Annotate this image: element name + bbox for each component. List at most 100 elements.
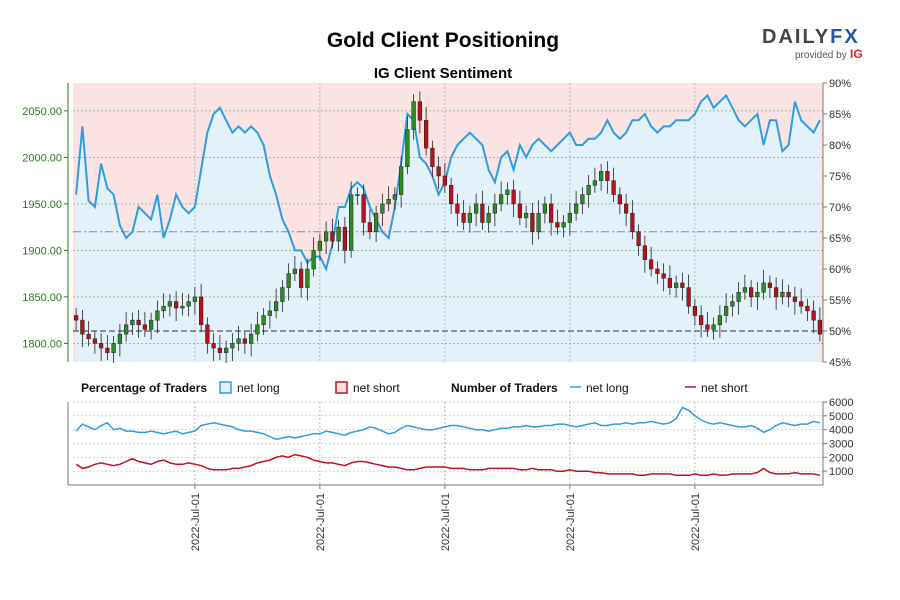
candle-up bbox=[580, 194, 585, 205]
sentiment-tick-label: 85% bbox=[829, 109, 851, 121]
candle-up bbox=[292, 268, 297, 274]
candle-down bbox=[686, 287, 691, 307]
candle-down bbox=[199, 296, 204, 326]
date-tick-label: 2022-Jul-01 bbox=[565, 493, 577, 551]
sentiment-tick-label: 75% bbox=[829, 171, 851, 183]
candle-up bbox=[192, 296, 197, 302]
candle-down bbox=[217, 347, 222, 353]
candle-down bbox=[530, 212, 535, 233]
legend-num-long-label: net long bbox=[586, 381, 629, 395]
traders-tick-label: 5000 bbox=[829, 411, 853, 423]
candle-down bbox=[74, 315, 79, 321]
candle-down bbox=[342, 226, 347, 251]
candle-up bbox=[230, 343, 235, 349]
candle-down bbox=[480, 203, 485, 223]
candle-down bbox=[774, 287, 779, 298]
candle-up bbox=[274, 301, 279, 312]
candle-down bbox=[205, 324, 210, 344]
traders-tick-label: 6000 bbox=[829, 397, 853, 409]
candle-up bbox=[780, 292, 785, 298]
candle-up bbox=[524, 212, 529, 219]
pct-long-line bbox=[75, 93, 821, 272]
candle-up bbox=[224, 347, 229, 353]
candle-up bbox=[130, 319, 135, 326]
candle-up bbox=[574, 203, 579, 214]
candle-down bbox=[461, 212, 466, 223]
candle-up bbox=[724, 305, 729, 316]
candle-down bbox=[211, 343, 216, 349]
candle-up bbox=[736, 292, 741, 302]
candle-up bbox=[286, 273, 291, 288]
candle-up bbox=[592, 180, 597, 186]
sentiment-tick-label: 45% bbox=[829, 357, 851, 369]
candle-up bbox=[249, 333, 254, 344]
candle-up bbox=[492, 203, 497, 214]
candle-down bbox=[555, 222, 560, 228]
date-tick-label: 2022-Jul-01 bbox=[690, 493, 702, 551]
long-shade-area bbox=[76, 95, 820, 363]
num-short-line bbox=[75, 453, 821, 477]
candle-up bbox=[586, 185, 591, 195]
candle-down bbox=[630, 212, 635, 233]
candle-up bbox=[155, 310, 160, 321]
candle-up bbox=[561, 222, 566, 228]
candle-up bbox=[467, 212, 472, 223]
legend-num-short-label: net short bbox=[701, 381, 748, 395]
candle-up bbox=[474, 203, 479, 214]
candle-up bbox=[149, 319, 154, 330]
candle-down bbox=[142, 324, 147, 330]
legend-pct-long-swatch bbox=[219, 381, 232, 394]
num-long-line bbox=[75, 406, 821, 441]
candle-down bbox=[624, 203, 629, 214]
candle-up bbox=[324, 231, 329, 242]
candle-up bbox=[761, 282, 766, 293]
chart-subtitle: IG Client Sentiment bbox=[374, 65, 512, 82]
candle-down bbox=[649, 259, 654, 270]
legend-number-heading: Number of Traders bbox=[451, 381, 558, 395]
svg-text:DAILYFX: DAILYFX bbox=[762, 26, 860, 48]
candle-down bbox=[442, 175, 447, 186]
legend-pct-long-label: net long bbox=[237, 381, 280, 395]
candle-down bbox=[242, 338, 247, 344]
traders-tick-label: 2000 bbox=[829, 452, 853, 464]
candle-up bbox=[186, 301, 191, 307]
candle-up bbox=[392, 194, 397, 200]
legend-pct-short-label: net short bbox=[353, 381, 400, 395]
legend-pct-short-swatch bbox=[335, 381, 348, 394]
candle-up bbox=[267, 310, 272, 316]
traders-tick-label: 3000 bbox=[829, 439, 853, 451]
candle-up bbox=[161, 305, 166, 312]
candle-up bbox=[355, 194, 360, 196]
candle-down bbox=[655, 268, 660, 274]
candle-up bbox=[399, 166, 404, 195]
dailyfx-logo: DAILYFX provided by IG bbox=[762, 26, 863, 61]
candle-down bbox=[449, 185, 454, 205]
candle-down bbox=[699, 315, 704, 326]
candle-up bbox=[255, 324, 260, 335]
candle-down bbox=[549, 203, 554, 223]
candle-down bbox=[80, 319, 85, 335]
candle-up bbox=[305, 268, 310, 288]
candle-up bbox=[180, 305, 185, 309]
candle-up bbox=[374, 212, 379, 233]
date-tick-label: 2022-Jul-01 bbox=[190, 493, 202, 551]
candle-up bbox=[599, 171, 604, 181]
candle-down bbox=[605, 171, 610, 181]
candle-up bbox=[280, 287, 285, 302]
candle-down bbox=[817, 319, 822, 335]
candle-down bbox=[430, 147, 435, 167]
candle-up bbox=[674, 282, 679, 288]
candle-down bbox=[805, 305, 810, 312]
candle-down bbox=[617, 194, 622, 205]
candle-down bbox=[811, 310, 816, 321]
price-tick-label: 1900.00 bbox=[22, 245, 62, 257]
candle-down bbox=[636, 231, 641, 247]
candle-down bbox=[417, 101, 422, 121]
candle-down bbox=[705, 324, 710, 330]
candle-down bbox=[299, 268, 304, 288]
logo-fx: FX bbox=[830, 26, 860, 48]
logo-daily: DAILY bbox=[762, 26, 830, 48]
candle-down bbox=[367, 222, 372, 233]
sentiment-tick-label: 80% bbox=[829, 140, 851, 152]
sentiment-tick-label: 90% bbox=[829, 78, 851, 90]
